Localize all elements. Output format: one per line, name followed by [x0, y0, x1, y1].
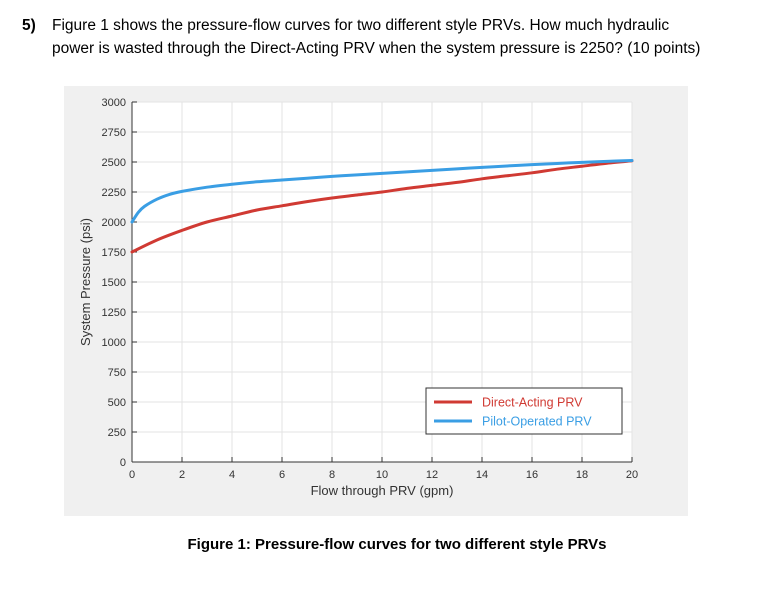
- legend-label: Direct-Acting PRV: [482, 396, 583, 410]
- y-tick-label: 2750: [102, 127, 126, 139]
- y-tick-label: 750: [108, 367, 126, 379]
- x-tick-label: 20: [626, 469, 638, 481]
- x-tick-label: 10: [376, 469, 388, 481]
- direct-acting-prv-line: [130, 159, 634, 254]
- x-tick-label: 0: [129, 469, 135, 481]
- question-line-1: Figure 1 shows the pressure-flow curves …: [52, 17, 670, 34]
- axes: 0 2 4 6 8 10 12 14 16 18 20 0 250 500 750 1000 1250 1500 1…: [102, 97, 639, 481]
- y-tick-label: 1500: [102, 277, 126, 289]
- y-tick-label: 1750: [102, 247, 126, 259]
- y-axis-title: System Pressure (psi): [78, 218, 93, 346]
- x-tick-label: 2: [179, 469, 185, 481]
- question-line-2: power is wasted through the Direct-Actin…: [52, 40, 701, 57]
- x-tick-label: 16: [526, 469, 538, 481]
- x-axis-title: Flow through PRV (gpm): [311, 483, 454, 498]
- y-tick-label: 2000: [102, 217, 126, 229]
- legend-label: Pilot-Operated PRV: [482, 415, 592, 429]
- legend-box: [425, 387, 623, 435]
- x-tick-label: 18: [576, 469, 588, 481]
- y-tick-label: 3000: [102, 97, 126, 109]
- y-tick-label: 250: [108, 427, 126, 439]
- y-tick-label: 0: [120, 457, 126, 469]
- figure-caption: Figure 1: Pressure-flow curves for two d…: [187, 536, 607, 553]
- y-tick-label: 1250: [102, 307, 126, 319]
- question-number: 5): [22, 17, 36, 34]
- x-tick-label: 4: [229, 469, 235, 481]
- x-tick-label: 12: [426, 469, 438, 481]
- y-tick-label: 2250: [102, 187, 126, 199]
- series-lines: [130, 158, 634, 254]
- y-tick-label: 1000: [102, 337, 126, 349]
- x-tick-label: 8: [329, 469, 335, 481]
- pressure-flow-chart: 0 2 4 6 8 10 12 14 16 18 20 0 250 500 750 1000 1250 1500 1…: [64, 86, 688, 516]
- x-tick-label: 6: [279, 469, 285, 481]
- x-tick-label: 14: [476, 469, 488, 481]
- y-tick-label: 2500: [102, 157, 126, 169]
- y-tick-label: 500: [108, 397, 126, 409]
- pilot-operated-prv-line: [130, 158, 634, 224]
- legend: Direct-Acting PRV Pilot-Operated PRV: [425, 387, 623, 435]
- question-text: 5) Figure 1 shows the pressure-flow curve…: [22, 14, 772, 60]
